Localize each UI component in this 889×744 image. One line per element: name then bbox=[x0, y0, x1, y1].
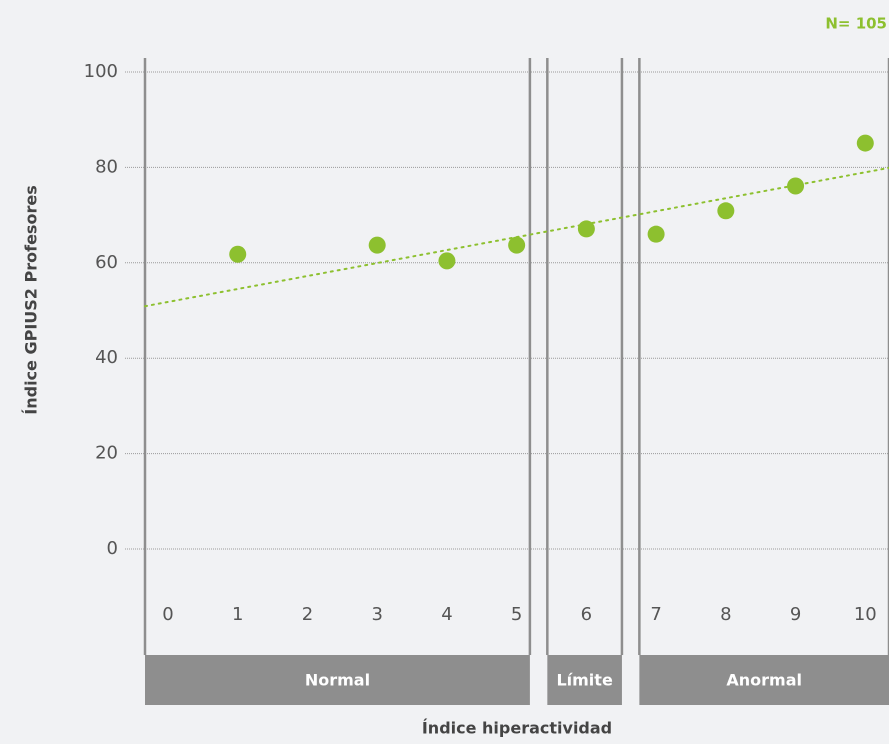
point bbox=[229, 245, 247, 263]
group-label: Anormal bbox=[726, 671, 802, 690]
y-tick-label: 40 bbox=[95, 347, 118, 368]
y-tick-label: 80 bbox=[95, 156, 118, 177]
x-axis-title: Índice hiperactividad bbox=[422, 719, 612, 738]
point bbox=[787, 177, 805, 195]
y-tick-label: 20 bbox=[95, 443, 118, 464]
point bbox=[717, 202, 735, 220]
point bbox=[577, 220, 595, 238]
x-tick-label: 4 bbox=[441, 604, 452, 625]
group-bar bbox=[547, 655, 622, 705]
group-label: Límite bbox=[556, 671, 612, 690]
point bbox=[647, 225, 665, 243]
group-bar bbox=[639, 655, 889, 705]
x-tick-label: 7 bbox=[650, 604, 661, 625]
x-tick-label: 2 bbox=[302, 604, 313, 625]
x-tick-label: 3 bbox=[371, 604, 382, 625]
x-tick-label: 0 bbox=[162, 604, 173, 625]
x-tick-label: 8 bbox=[720, 604, 731, 625]
x-tick-label: 1 bbox=[232, 604, 243, 625]
point bbox=[438, 252, 456, 270]
point bbox=[856, 134, 874, 152]
point bbox=[508, 236, 526, 254]
x-tick-label: 10 bbox=[854, 604, 877, 625]
annotation: N= 105 bbox=[825, 15, 887, 33]
group-label: Normal bbox=[305, 671, 370, 690]
x-tick-label: 9 bbox=[790, 604, 801, 625]
y-axis-title: Índice GPIUS2 Profesores bbox=[22, 185, 41, 414]
y-tick-label: 100 bbox=[84, 61, 118, 82]
group-bar bbox=[145, 655, 530, 705]
x-tick-label: 6 bbox=[581, 604, 592, 625]
x-tick-label: 5 bbox=[511, 604, 522, 625]
y-tick-label: 60 bbox=[95, 252, 118, 273]
y-tick-label: 0 bbox=[107, 538, 118, 559]
point bbox=[368, 236, 386, 254]
